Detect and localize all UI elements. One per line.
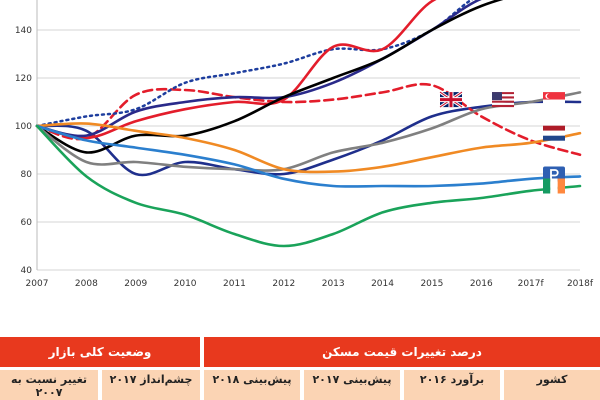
y-axis: 40 60 80 100 120 140 [15,26,32,276]
series-line-3 [35,0,437,140]
flag-stripe [492,96,514,99]
flag-parking-sign [543,166,565,182]
series-lines [35,0,582,248]
series-line-9 [35,124,582,248]
flag-stripe [492,98,514,101]
flag-stripe [492,92,514,95]
price-change-header: درصد تغییرات قیمت مسکن [204,337,600,367]
series-line-1 [35,82,582,157]
flag-canton [492,92,502,101]
portugal-flag-icon [543,166,565,182]
x-tick-label: 2015 [420,279,443,289]
x-tick-label: 2007 [26,279,49,289]
united-kingdom-flag-icon [439,90,463,109]
y-tick-label: 80 [21,170,33,180]
y-tick-label: 120 [15,74,32,84]
flag-orange-band [557,178,565,194]
market-status-header: وضعیت کلی بازار [0,337,200,367]
series-line-8 [35,124,582,188]
x-tick-label: 2008 [75,279,98,289]
united-states-flag-icon [492,92,514,108]
column-change-vs-2007: تغییر نسبت به ۲۰۰۷ [0,370,98,400]
x-tick-label: 2011 [223,279,246,289]
flag-crescent-cut [546,93,552,99]
flag-parking-letter [550,169,559,179]
flag-green-band [543,178,551,194]
flag-red-band [543,92,565,100]
y-tick-label: 40 [21,266,33,276]
x-tick-label: 2009 [124,279,147,289]
flag-white-band [543,130,565,136]
y-tick-label: 100 [15,122,32,132]
series-line-2 [35,0,474,128]
grid-lines [36,0,580,271]
flag-stripe [492,102,514,105]
flag-cross-red [440,92,462,108]
netherlands-flag-icon [543,125,565,141]
ireland-flag-icon [543,178,565,194]
house-price-chart: 40 60 80 100 120 140 2007 2008 2009 2010 2011 2012… [15,0,594,289]
flag-stripe [492,100,514,103]
flag-blue-band [543,135,565,141]
x-tick-label: 2018f [567,279,594,289]
column-country: کشور [504,370,600,400]
flag-stripe [492,104,514,108]
series-line-7 [35,122,582,174]
x-tick-label: 2012 [272,279,295,289]
x-tick-label: 2016 [470,279,493,289]
series-line-5 [35,0,504,154]
series-line-4 [35,0,482,138]
price-change-table: وضعیت کلی بازار درصد تغییرات قیمت مسکن ت… [0,337,600,400]
column-forecast-2018: پیش‌بینی ۲۰۱۸ [204,370,300,400]
flag-red-band [543,125,565,131]
column-estimate-2016: برآورد ۲۰۱۶ [404,370,500,400]
x-axis: 2007 2008 2009 2010 2011 2012 2013 2014 2015 2016… [26,279,594,289]
series-line-0 [35,100,582,177]
column-outlook-2017: چشم‌انداز ۲۰۱۷ [102,370,200,400]
x-tick-label: 2010 [174,279,197,289]
x-tick-label: 2013 [322,279,345,289]
y-tick-label: 140 [15,26,32,36]
country-flags [439,90,565,194]
series-line-6 [35,91,582,172]
column-forecast-2017: پیش‌بینی ۲۰۱۷ [304,370,400,400]
x-tick-label: 2017f [518,279,545,289]
flag-white-band [543,99,565,108]
singapore-flag-icon [543,92,565,108]
x-tick-label: 2014 [371,279,394,289]
flag-stripe [492,94,514,97]
y-tick-label: 60 [21,218,33,228]
flag-white-band [550,178,558,194]
